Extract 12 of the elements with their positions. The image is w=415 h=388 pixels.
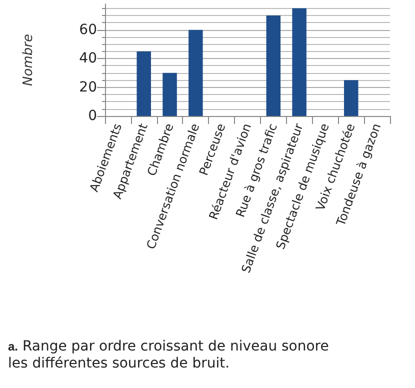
y-axis-title: Nombre — [21, 34, 36, 86]
bar — [344, 80, 358, 116]
y-tick-label: 20 — [79, 79, 97, 96]
bar — [162, 72, 177, 116]
bar — [188, 30, 203, 116]
bar — [266, 15, 281, 116]
y-tick-label: 60 — [79, 22, 97, 38]
bar — [292, 8, 306, 116]
bar — [136, 51, 151, 116]
y-tick-label: 0 — [88, 108, 97, 124]
y-tick-label: 40 — [79, 50, 97, 67]
text: a. Range par ordre croissant de niveau sonore les différentes sources de bruit. — [8, 338, 334, 372]
